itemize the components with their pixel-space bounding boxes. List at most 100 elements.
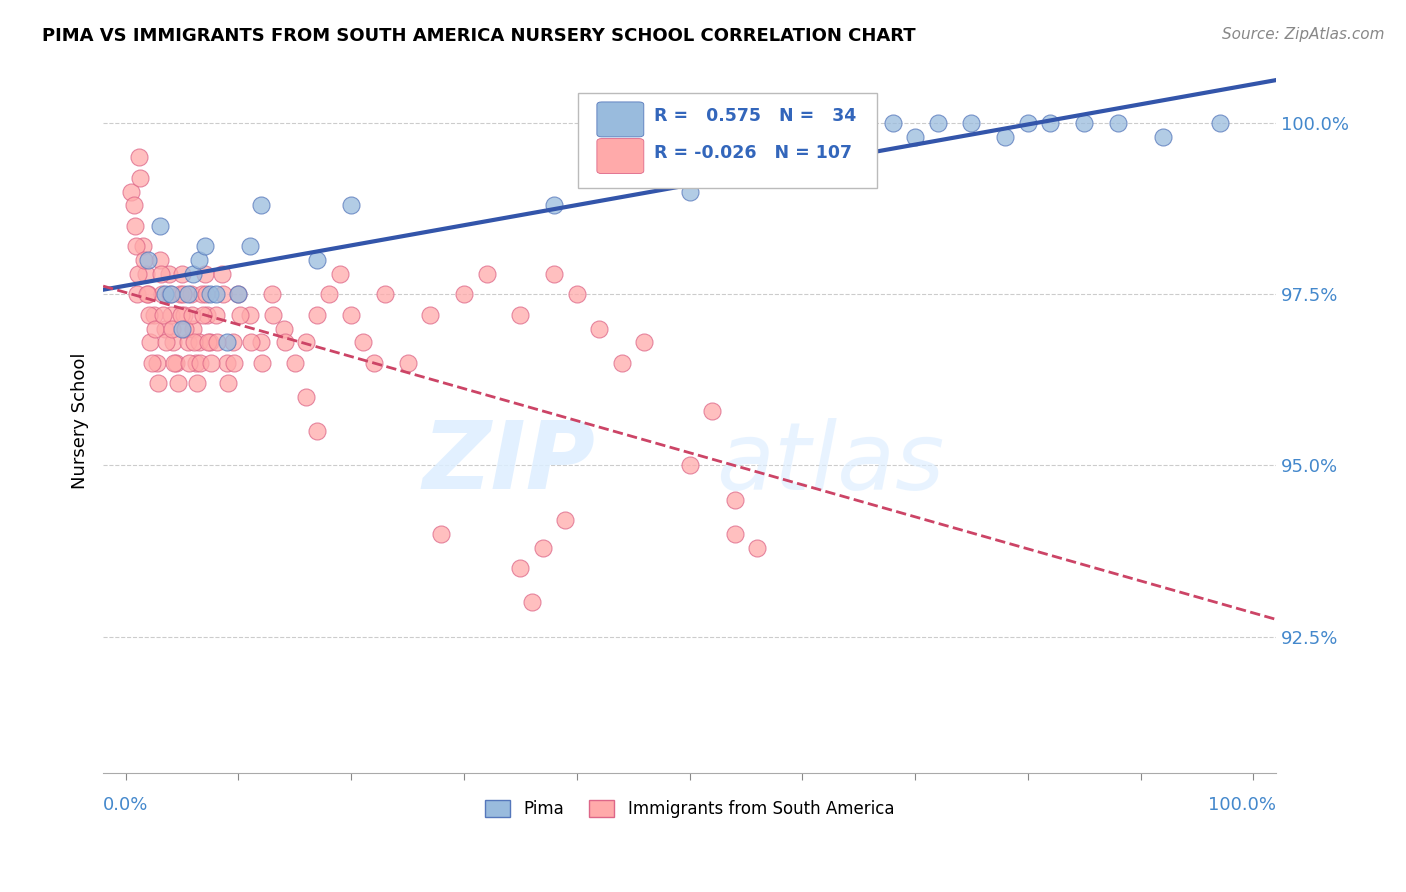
Point (565, 287, 588, 301)
Point (239, 239, 262, 253)
Point (142, 308, 165, 322)
Point (153, 321, 176, 335)
Point (148, 253, 170, 268)
Point (172, 287, 194, 301)
Point (159, 287, 181, 301)
Point (160, 321, 183, 335)
Point (453, 287, 475, 301)
Point (124, 219, 146, 233)
Point (191, 287, 214, 301)
Point (531, 541, 554, 555)
Point (143, 321, 166, 335)
Point (228, 287, 250, 301)
Point (193, 308, 215, 322)
Point (273, 335, 295, 350)
Point (157, 267, 180, 281)
Point (307, 253, 329, 268)
Point (284, 356, 307, 370)
Point (792, 151, 814, 165)
Point (329, 267, 352, 281)
Point (163, 356, 186, 370)
Point (136, 287, 159, 301)
Point (183, 267, 205, 281)
Point (250, 335, 273, 350)
Point (211, 287, 233, 301)
Point (200, 287, 222, 301)
Point (222, 335, 245, 350)
Point (340, 308, 363, 322)
Point (217, 376, 239, 391)
Point (132, 253, 155, 268)
Text: 100.0%: 100.0% (1208, 796, 1277, 814)
Point (262, 308, 284, 322)
Point (152, 308, 174, 322)
Point (273, 321, 295, 335)
Text: R =   0.575   N =   34: R = 0.575 N = 34 (654, 107, 856, 125)
Point (307, 308, 329, 322)
Point (188, 335, 211, 350)
Point (181, 308, 204, 322)
Point (747, 541, 769, 555)
Point (927, 116, 949, 130)
Point (1017, 116, 1039, 130)
Point (228, 308, 250, 322)
Y-axis label: Nursery School: Nursery School (72, 352, 89, 489)
Point (125, 239, 148, 253)
Point (363, 356, 385, 370)
Point (588, 321, 610, 335)
Point (700, 151, 723, 165)
Text: ZIP: ZIP (423, 417, 596, 509)
Point (222, 356, 245, 370)
Point (724, 492, 747, 507)
Point (131, 239, 153, 253)
Point (994, 130, 1017, 145)
Point (543, 267, 565, 281)
Point (184, 356, 207, 370)
Point (165, 356, 187, 370)
Point (135, 267, 157, 281)
Point (396, 356, 419, 370)
Point (904, 130, 927, 145)
Point (814, 130, 837, 145)
Point (177, 287, 200, 301)
Point (239, 335, 262, 350)
Text: R = -0.026   N = 107: R = -0.026 N = 107 (654, 145, 852, 162)
Point (430, 527, 453, 541)
Point (170, 321, 193, 335)
Point (173, 308, 195, 322)
Point (633, 335, 655, 350)
Point (127, 267, 149, 281)
Point (146, 356, 169, 370)
Point (162, 335, 184, 350)
Point (475, 267, 498, 281)
Point (205, 308, 228, 322)
Point (509, 561, 531, 575)
Point (678, 185, 700, 199)
Point (183, 321, 205, 335)
Point (136, 253, 159, 268)
Point (188, 356, 211, 370)
Point (419, 308, 441, 322)
Point (122, 198, 145, 212)
Point (205, 287, 228, 301)
Point (1073, 116, 1095, 130)
Point (159, 287, 181, 301)
Point (250, 356, 273, 370)
Point (194, 287, 217, 301)
Legend: Pima, Immigrants from South America: Pima, Immigrants from South America (478, 794, 901, 825)
Point (1107, 116, 1129, 130)
Point (166, 376, 188, 391)
Point (1208, 116, 1230, 130)
FancyBboxPatch shape (598, 138, 644, 174)
Point (194, 267, 217, 281)
Point (136, 287, 159, 301)
Point (129, 171, 152, 186)
Point (177, 335, 200, 350)
Point (217, 335, 239, 350)
Point (125, 287, 148, 301)
Point (217, 356, 239, 370)
Point (141, 356, 163, 370)
Point (169, 287, 191, 301)
Point (138, 308, 160, 322)
Point (262, 287, 284, 301)
